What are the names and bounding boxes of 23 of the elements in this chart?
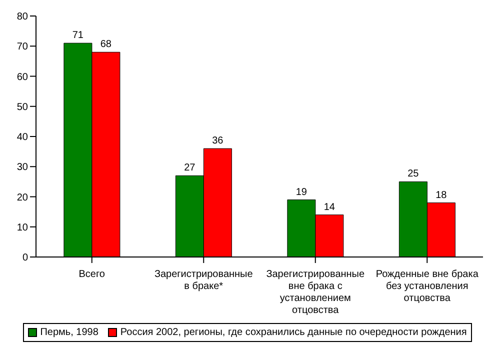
legend-label: Пермь, 1998	[39, 327, 98, 338]
data-label: 68	[100, 39, 112, 50]
x-tick-label: Зарегистрированные вне брака с установлением отцовства	[266, 269, 365, 316]
data-label: 19	[296, 186, 308, 198]
data-label: 14	[324, 202, 336, 213]
y-tick-label: 40	[16, 132, 28, 144]
y-tick-label: 70	[16, 42, 28, 53]
x-tick-label: Рожденные вне брака без установления отцовства	[376, 269, 479, 304]
y-tick-label: 0	[22, 252, 28, 264]
y-tick-label: 80	[16, 12, 28, 23]
data-label: 36	[212, 136, 224, 147]
data-label: 71	[72, 30, 84, 42]
data-label: 25	[408, 168, 420, 180]
y-tick-label: 20	[16, 192, 28, 204]
x-tick-label: Зарегистрированные в браке*	[154, 269, 254, 292]
data-label: 18	[436, 190, 448, 201]
y-tick-label: 60	[16, 72, 28, 83]
x-tick-label: Всего	[78, 269, 106, 280]
legend-label: Россия 2002, регионы, где сохранились данные по очередности рождения	[119, 327, 467, 338]
data-label: 27	[184, 162, 196, 174]
y-tick-label: 50	[16, 102, 28, 113]
y-tick-label: 30	[16, 162, 28, 174]
y-tick-label: 10	[16, 222, 28, 234]
